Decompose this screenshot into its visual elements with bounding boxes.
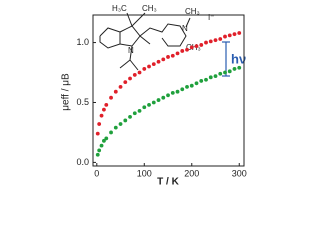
data-point [218,71,223,76]
structure-label: CH₃ [142,4,157,13]
bond [119,59,131,69]
data-point [175,89,180,94]
data-point [199,79,204,83]
x-tick-label: 300 [232,168,247,178]
data-point [213,38,218,43]
data-point [156,59,161,64]
data-point [137,70,142,75]
data-point [185,85,189,89]
data-point [223,70,227,75]
molecule [99,12,191,71]
data-point [175,51,180,56]
bond [129,59,139,71]
data-point [208,75,213,80]
data-point [147,64,151,69]
data-point [142,67,147,71]
benzene-ring [99,27,121,49]
data-point [227,33,232,38]
data-point [232,32,237,37]
data-point [161,57,166,62]
y-tick-label: 0.5 [76,97,89,107]
data-point [123,80,128,85]
structure-label: H₃C [112,4,127,13]
rings [139,23,187,47]
bond [129,45,133,61]
data-point [237,65,242,70]
light-annotation: hν [231,51,246,66]
y-tick-label: 0.0 [76,157,89,167]
data-point [132,73,137,77]
data-point [180,87,185,92]
data-point [109,130,113,135]
plot-frame [92,14,245,167]
data-point [128,76,132,81]
data-point [166,55,170,59]
data-point [151,62,156,67]
data-point [97,148,102,153]
data-point [104,136,109,141]
data-point [137,108,142,113]
data-point [99,143,104,148]
bond [185,17,191,28]
data-point [151,100,156,105]
bond [139,35,151,45]
data-point [218,37,223,41]
data-point [204,77,208,82]
data-point [123,118,128,123]
data-point [104,102,109,107]
data-point [118,122,123,126]
data-point [208,39,213,44]
data-point [237,31,242,35]
data-point [132,111,137,116]
data-point [156,98,161,102]
data-point [232,67,237,71]
data-point [199,43,204,47]
data-point [102,107,106,112]
x-tick-label: 0 [94,168,99,178]
data-point [97,122,102,126]
x-tick-label: 200 [184,168,199,178]
structure-label: CH₃ [185,7,200,16]
data-point [170,53,175,58]
data-point [185,47,189,52]
data-point [194,81,199,86]
chart: H₃C CH₃ N N CH₃ CH₃ I⁻ hν μeff / μB T / … [61,4,247,188]
data-point [180,49,185,53]
data-point [113,89,118,94]
data-point [204,40,208,45]
data-point [170,90,175,95]
data-point [113,125,118,130]
data-point [118,85,123,89]
data-point [227,69,232,74]
data-point [223,34,227,39]
data-point [213,74,218,79]
data-point [194,44,199,49]
data-point [95,131,100,136]
data-point [99,113,104,118]
counterion: I⁻ [208,13,214,22]
five-ring [119,25,141,47]
structure-label: N [128,46,134,55]
y-tick-label: 1.0 [76,37,89,47]
x-axis-label: T / K [157,177,179,188]
data-point [161,95,166,100]
data-point [102,138,106,143]
y-axis-label: μeff / μB [61,73,72,111]
x-tick-label: 100 [137,168,152,178]
data-point [95,152,100,157]
data-point [109,95,113,100]
data-point [189,83,194,88]
data-point [128,114,132,119]
data-point [142,105,147,110]
data-point [189,45,194,50]
structure-label: N [182,24,188,33]
data-point [147,102,151,107]
data-point [166,93,170,98]
